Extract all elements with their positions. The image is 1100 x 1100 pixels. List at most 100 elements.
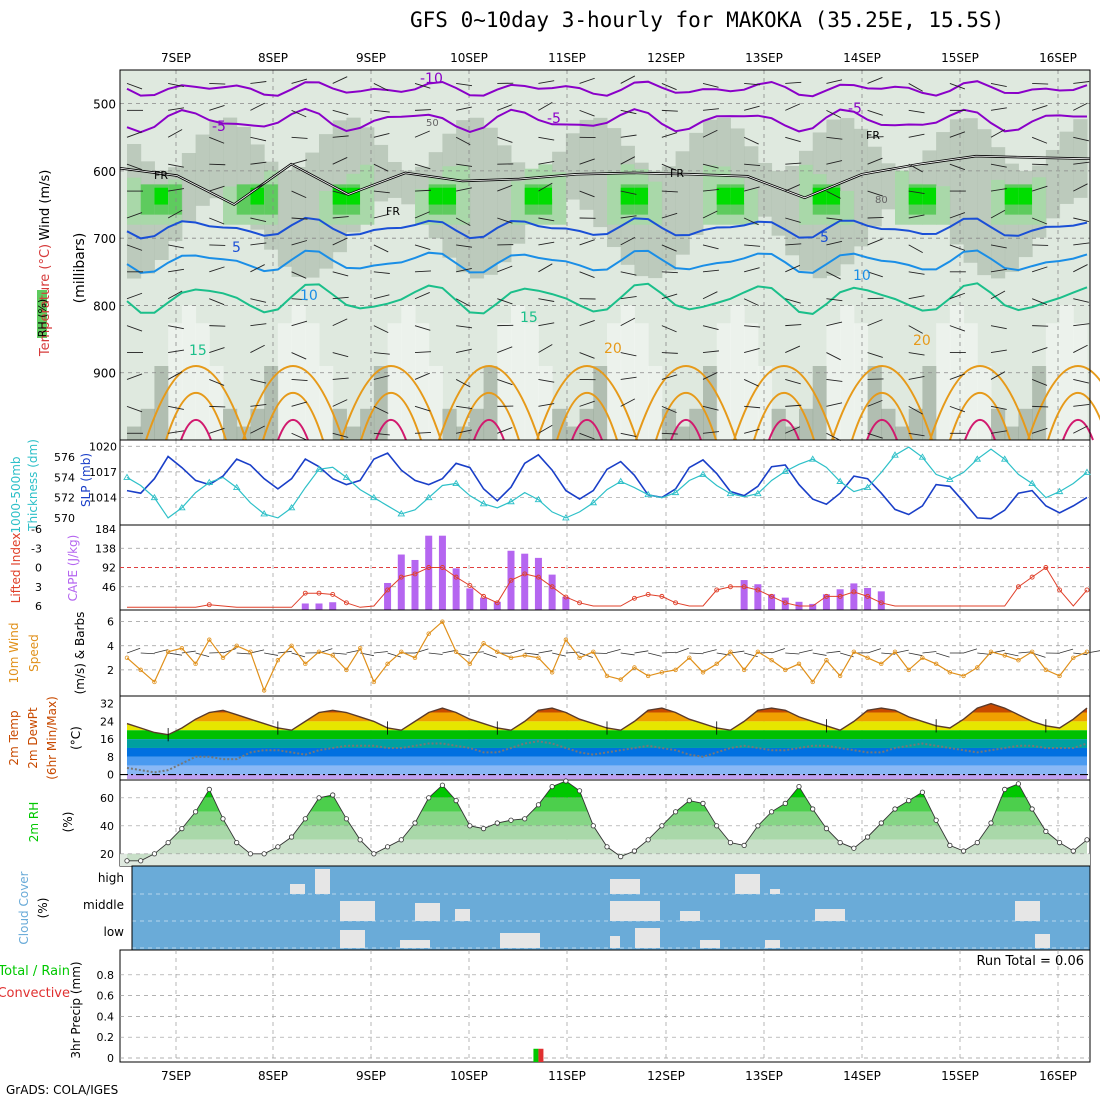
contour-label: -5 [848, 101, 862, 117]
rh-band [991, 179, 1006, 225]
lifted-index-point [878, 600, 884, 606]
date-label-top: 10SEP [450, 51, 488, 65]
cape-bar [754, 584, 762, 610]
wind-barb [291, 136, 308, 139]
isotherm-5 [126, 216, 1088, 240]
cape-bar [411, 559, 419, 610]
wind-barbs [126, 75, 1090, 441]
wind-speed-point [152, 679, 157, 685]
wind-speed-point [741, 667, 747, 673]
slp-tick: 1014 [89, 491, 117, 504]
wind-barb [126, 405, 143, 413]
wind-barb [250, 242, 267, 246]
wind-barb [168, 244, 184, 249]
wind-barb [209, 185, 225, 192]
wind-barb [250, 403, 267, 407]
isotherm-20 [360, 392, 422, 441]
rh-band [511, 181, 526, 225]
date-label-top: 13SEP [745, 51, 783, 65]
wind-barb [1031, 217, 1048, 225]
rh-legend-swatch [37, 290, 47, 338]
wind-barb [908, 109, 925, 114]
wind-speed-point [426, 631, 431, 636]
wind-barb [620, 296, 637, 300]
wind-barb [702, 325, 719, 330]
wind-barb [702, 350, 719, 353]
rh-band [511, 305, 526, 440]
cape-bar [809, 603, 817, 610]
wind-barb [990, 430, 1007, 434]
rh-band [908, 187, 923, 205]
wind-barb [1073, 425, 1088, 434]
lifted-index-point [1057, 587, 1063, 593]
wind-barb [743, 136, 759, 145]
wind-barb [990, 209, 1006, 219]
wind-barb [867, 271, 883, 278]
wind-barb [908, 375, 925, 380]
rh-band [195, 134, 210, 206]
cape-bar [548, 574, 556, 610]
temp-band [127, 730, 1087, 740]
rh-band [689, 408, 704, 440]
wind-speed-point [316, 649, 322, 654]
wind-barb [209, 427, 225, 434]
lifted-index-point [1043, 565, 1049, 570]
wind-barb [867, 432, 883, 439]
wind-barb [661, 212, 678, 219]
thickness-point [123, 473, 131, 480]
wind-barb [497, 379, 513, 386]
wind-barb [620, 652, 635, 656]
thickness-point [671, 488, 680, 496]
wind-barb [620, 352, 637, 357]
y-tick-label: 500 [93, 98, 116, 112]
wind-barb [743, 298, 759, 306]
wind-barb [456, 268, 472, 273]
wind-barb [126, 373, 143, 380]
wind-barb [661, 163, 677, 171]
wind-barb [620, 237, 636, 246]
wind-speed-point [879, 661, 884, 667]
wind-speed-point [289, 643, 294, 648]
rh-band [209, 120, 224, 199]
isotherm-20 [262, 392, 324, 441]
date-label-top: 15SEP [941, 51, 979, 65]
wind-barb [1059, 648, 1074, 654]
rh-band [703, 366, 718, 440]
rh-band [524, 187, 539, 205]
convective-precip-bar [538, 1048, 544, 1062]
contour-label: -5 [547, 111, 561, 127]
wind-barb [332, 432, 349, 438]
wind-barb [744, 325, 761, 328]
wind-barb [250, 344, 265, 353]
temp-label: (6hr Min/Max) [45, 696, 59, 780]
contour-label: 15 [520, 310, 538, 326]
contour-label: 20 [913, 333, 931, 349]
wind-barb [908, 352, 925, 356]
cape-bar [425, 535, 433, 610]
cape-tick: 92 [102, 562, 116, 575]
temp-tick: 32 [100, 698, 114, 711]
lifted-index-point [577, 600, 583, 606]
cloud-block [735, 874, 760, 894]
wind-barb [373, 651, 388, 654]
wind-barb [990, 107, 1007, 111]
slp-tick: 1020 [89, 440, 117, 453]
wind-barb [620, 271, 637, 276]
cloud-block [1015, 901, 1040, 921]
wind-barb [620, 156, 636, 165]
lifted-index-point [206, 602, 212, 608]
thickness-point [644, 490, 652, 498]
rh-band [771, 408, 786, 440]
rh-point [906, 797, 912, 804]
rh-band [483, 366, 498, 440]
cape-bar [781, 597, 789, 610]
rh-point [947, 842, 953, 849]
lifted-index-point [851, 589, 857, 595]
freezing-level-line [119, 155, 1091, 205]
rh-band [620, 187, 635, 205]
contour-label: FR [866, 129, 880, 142]
wind-barb [867, 297, 884, 300]
wind-barb [291, 271, 307, 279]
cape-bar [438, 535, 446, 610]
